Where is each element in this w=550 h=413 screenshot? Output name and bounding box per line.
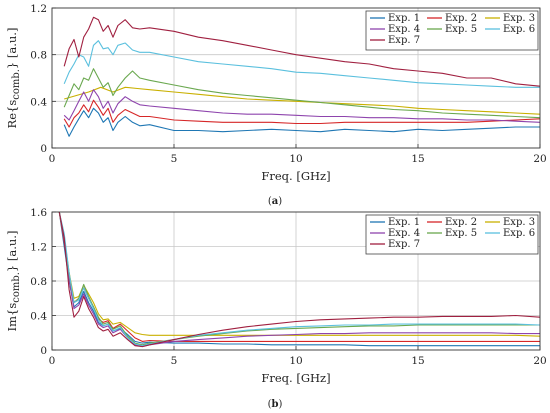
x-axis-label: Freq. [GHz] (261, 371, 330, 385)
legend-label: Exp. 7 (388, 35, 420, 46)
legend-label: Exp. 1 (388, 13, 420, 24)
series-line-exp-5 (58, 212, 540, 346)
y-tick-label: 1.2 (30, 242, 47, 254)
series-group (58, 212, 540, 348)
legend-label: Exp. 5 (445, 24, 477, 35)
series-line-exp-7 (58, 212, 540, 348)
y-axis-label: Im{scomb.} [a.u.] (5, 231, 22, 332)
y-tick-label: 1.6 (30, 207, 47, 219)
legend-label: Exp. 3 (503, 13, 535, 24)
series-line-exp-4 (63, 89, 540, 123)
legend: Exp. 1 Exp. 2 Exp. 3 Exp. 4 Exp. 5 Exp. 6 Exp.… (365, 10, 539, 51)
x-tick-label: 10 (289, 153, 302, 165)
series-line-exp-6 (63, 40, 540, 88)
y-tick-label: 0.4 (30, 311, 47, 323)
y-axis-label: Re{scomb.} [a.u.] (5, 28, 22, 129)
series-line-exp-7 (63, 16, 540, 87)
legend-label: Exp. 6 (503, 24, 535, 35)
x-tick-label: 15 (411, 355, 424, 367)
y-tick-label: 0.4 (30, 96, 47, 108)
x-tick-label: 20 (533, 355, 546, 367)
legend-label: Exp. 2 (445, 13, 477, 24)
x-tick-label: 0 (49, 153, 56, 165)
legend-label: Exp. 2 (445, 217, 477, 228)
legend-label: Exp. 3 (503, 217, 535, 228)
series-line-exp-6 (58, 212, 540, 347)
series-line-exp-1 (58, 212, 540, 347)
x-tick-label: 5 (171, 355, 178, 367)
legend-label: Exp. 7 (388, 239, 420, 250)
chart-panel-1: 0 5 10 15 20 0 0.4 0.8 1.2 Freq. [GHz] Re{scomb.} … (5, 3, 547, 207)
legend-label: Exp. 4 (388, 24, 420, 35)
series-group (63, 16, 540, 137)
y-tick-label: 0.8 (30, 276, 47, 288)
legend-label: Exp. 1 (388, 217, 420, 228)
series-line-exp-5 (63, 68, 540, 119)
y-tick-label: 0 (40, 345, 47, 357)
x-axis-label: Freq. [GHz] (261, 169, 330, 183)
panel-caption: (b) (268, 399, 283, 410)
x-tick-label: 0 (49, 355, 56, 367)
legend-box (365, 10, 539, 51)
y-tick-label: 0.8 (30, 50, 47, 62)
legend-label: Exp. 6 (503, 228, 535, 239)
legend-label: Exp. 4 (388, 228, 420, 239)
y-tick-label: 0 (40, 143, 47, 155)
series-line-exp-2 (63, 99, 540, 128)
x-tick-label: 10 (289, 355, 302, 367)
legend: Exp. 1 Exp. 2 Exp. 3 Exp. 4 Exp. 5 Exp. 6 Exp.… (365, 214, 539, 255)
legend-box (365, 214, 539, 255)
panel-caption: (a) (268, 196, 282, 207)
x-tick-label: 15 (411, 153, 424, 165)
series-line-exp-1 (63, 107, 540, 137)
legend-label: Exp. 5 (445, 228, 477, 239)
y-tick-label: 1.2 (30, 3, 47, 15)
x-tick-label: 20 (533, 153, 546, 165)
x-tick-label: 5 (171, 153, 178, 165)
chart-panel-2: 0 5 10 15 20 0 0.4 0.8 1.2 1.6 Freq. [GHz] Im{scomb… (5, 207, 547, 410)
